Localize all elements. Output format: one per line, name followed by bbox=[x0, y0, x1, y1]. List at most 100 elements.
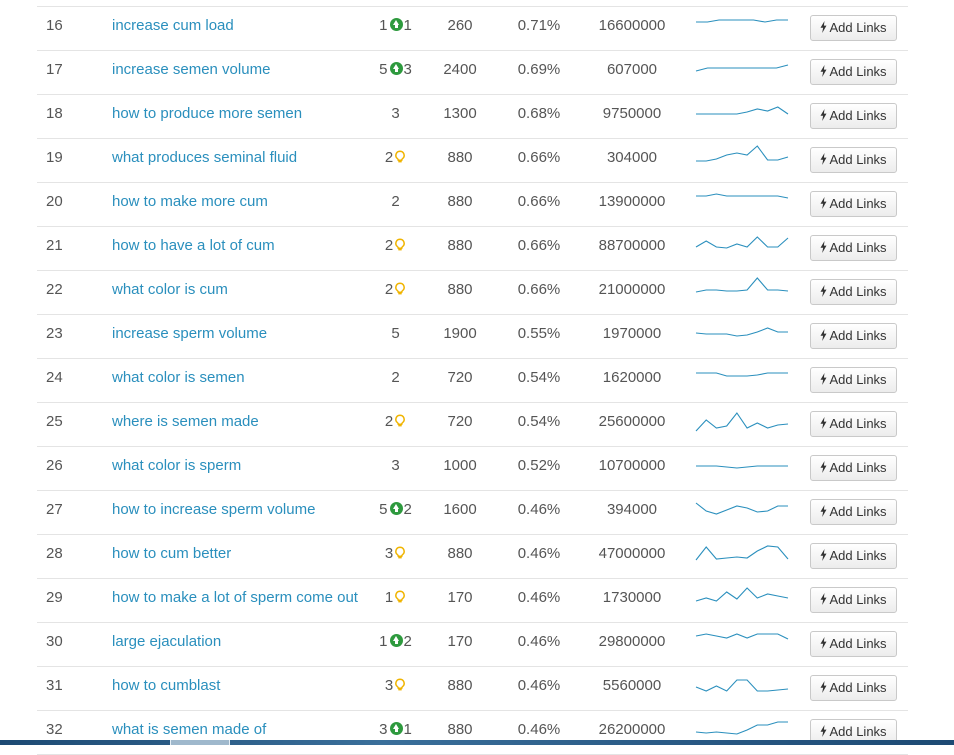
opportunity-score: 2 bbox=[384, 237, 394, 254]
trend-line bbox=[695, 587, 789, 602]
rank-cell: 18 bbox=[46, 105, 63, 122]
add-links-button[interactable]: Add Links bbox=[810, 411, 897, 437]
lightbulb-icon bbox=[394, 537, 406, 559]
table-row: 22 what color is cum 2 880 0.66% 21000000 Add … bbox=[37, 271, 908, 315]
keyword-link[interactable]: large ejaculation bbox=[112, 633, 222, 650]
ctr-cell: 0.69% bbox=[517, 61, 561, 78]
ctr-cell: 0.54% bbox=[517, 413, 561, 430]
results-cell: 5560000 bbox=[602, 677, 662, 694]
trend-sparkline bbox=[695, 227, 789, 261]
keyword-link[interactable]: what color is semen bbox=[112, 369, 245, 386]
results-cell: 47000000 bbox=[598, 545, 666, 562]
add-links-button[interactable]: Add Links bbox=[810, 59, 897, 85]
keyword-link[interactable]: how to make a lot of sperm come out bbox=[112, 589, 358, 606]
add-links-label: Add Links bbox=[829, 724, 887, 739]
keyword-link[interactable]: what color is sperm bbox=[112, 457, 242, 474]
opportunity-cell: 5 bbox=[362, 315, 429, 352]
opportunity-cell: 3 bbox=[362, 95, 429, 132]
results-cell: 13900000 bbox=[598, 193, 666, 210]
add-links-button[interactable]: Add Links bbox=[810, 367, 897, 393]
ctr-cell: 0.66% bbox=[517, 237, 561, 254]
rank-cell: 26 bbox=[46, 457, 63, 474]
bolt-icon bbox=[820, 501, 827, 517]
add-links-button[interactable]: Add Links bbox=[810, 499, 897, 525]
results-cell: 21000000 bbox=[598, 281, 666, 298]
add-links-label: Add Links bbox=[829, 152, 887, 167]
ctr-cell: 0.46% bbox=[517, 501, 561, 518]
add-links-button[interactable]: Add Links bbox=[810, 587, 897, 613]
trend-line bbox=[696, 193, 789, 199]
opportunity-delta: 2 bbox=[403, 501, 412, 518]
table-row: 23 increase sperm volume 5 1900 0.55% 1970000… bbox=[37, 315, 908, 359]
keyword-link[interactable]: how to produce more semen bbox=[112, 105, 303, 122]
search-volume-cell: 1600 bbox=[443, 501, 477, 518]
ctr-cell: 0.66% bbox=[517, 193, 561, 210]
trend-line bbox=[696, 145, 789, 162]
keyword-link[interactable]: what color is cum bbox=[112, 281, 228, 298]
keyword-link[interactable]: increase semen volume bbox=[112, 61, 271, 78]
bolt-icon bbox=[820, 193, 827, 209]
add-links-button[interactable]: Add Links bbox=[810, 103, 897, 129]
results-cell: 607000 bbox=[606, 61, 658, 78]
keyword-link[interactable]: what produces seminal fluid bbox=[112, 149, 298, 166]
trend-line bbox=[695, 502, 788, 515]
table-row: 18 how to produce more semen 3 1300 0.68% 975… bbox=[37, 95, 908, 139]
taskbar-button[interactable] bbox=[170, 740, 230, 745]
add-links-button[interactable]: Add Links bbox=[810, 147, 897, 173]
bolt-icon bbox=[820, 281, 827, 297]
table-row: 29 how to make a lot of sperm come out 1 17… bbox=[37, 579, 908, 623]
add-links-button[interactable]: Add Links bbox=[810, 323, 897, 349]
table-row: 27 how to increase sperm volume 5 2 1600 0.46… bbox=[37, 491, 908, 535]
add-links-button[interactable]: Add Links bbox=[810, 191, 897, 217]
bolt-icon bbox=[820, 589, 827, 605]
add-links-button[interactable]: Add Links bbox=[810, 455, 897, 481]
search-volume-cell: 720 bbox=[447, 369, 473, 386]
add-links-button[interactable]: Add Links bbox=[810, 543, 897, 569]
ctr-cell: 0.71% bbox=[517, 17, 561, 34]
keyword-link[interactable]: where is semen made bbox=[112, 413, 259, 430]
keyword-link[interactable]: increase cum load bbox=[112, 17, 234, 34]
keyword-link[interactable]: how to increase sperm volume bbox=[112, 501, 316, 518]
keyword-link[interactable]: how to have a lot of cum bbox=[112, 237, 275, 254]
rank-cell: 27 bbox=[46, 501, 63, 518]
results-cell: 16600000 bbox=[598, 17, 666, 34]
search-volume-cell: 880 bbox=[447, 193, 473, 210]
keyword-table: 16 increase cum load 1 1 260 0.71% 16600000 Add… bbox=[37, 6, 908, 755]
opportunity-delta: 1 bbox=[403, 17, 412, 34]
trend-line bbox=[696, 19, 788, 23]
rank-cell: 16 bbox=[46, 17, 63, 34]
opportunity-cell: 3 bbox=[362, 535, 429, 572]
trend-sparkline bbox=[695, 623, 789, 657]
ctr-cell: 0.52% bbox=[517, 457, 561, 474]
search-volume-cell: 880 bbox=[447, 677, 473, 694]
search-volume-cell: 880 bbox=[447, 237, 473, 254]
keyword-link[interactable]: how to cum better bbox=[112, 545, 232, 562]
results-cell: 304000 bbox=[606, 149, 658, 166]
opportunity-score: 3 bbox=[391, 457, 400, 474]
add-links-button[interactable]: Add Links bbox=[810, 631, 897, 657]
table-row: 26 what color is sperm 3 1000 0.52% 10700000 A… bbox=[37, 447, 908, 491]
opportunity-score: 3 bbox=[391, 105, 400, 122]
add-links-label: Add Links bbox=[829, 328, 887, 343]
search-volume-cell: 2400 bbox=[443, 61, 477, 78]
keyword-link[interactable]: how to make more cum bbox=[112, 193, 268, 210]
keyword-link[interactable]: how to cumblast bbox=[112, 677, 221, 694]
lightbulb-icon bbox=[394, 229, 406, 251]
search-volume-cell: 170 bbox=[447, 633, 473, 650]
add-links-label: Add Links bbox=[829, 372, 887, 387]
keyword-link[interactable]: increase sperm volume bbox=[112, 325, 268, 342]
results-cell: 29800000 bbox=[598, 633, 666, 650]
opportunity-score: 5 bbox=[379, 61, 388, 78]
add-links-button[interactable]: Add Links bbox=[810, 15, 897, 41]
search-volume-cell: 1900 bbox=[443, 325, 477, 342]
opportunity-score: 3 bbox=[379, 721, 388, 738]
add-links-button[interactable]: Add Links bbox=[810, 675, 897, 701]
table-row: 30 large ejaculation 1 2 170 0.46% 29800000 Add… bbox=[37, 623, 908, 667]
lightbulb-icon bbox=[394, 141, 406, 163]
rank-cell: 29 bbox=[46, 589, 63, 606]
add-links-button[interactable]: Add Links bbox=[810, 235, 897, 261]
trend-line bbox=[695, 236, 789, 249]
add-links-button[interactable]: Add Links bbox=[810, 279, 897, 305]
trend-line bbox=[695, 721, 788, 735]
